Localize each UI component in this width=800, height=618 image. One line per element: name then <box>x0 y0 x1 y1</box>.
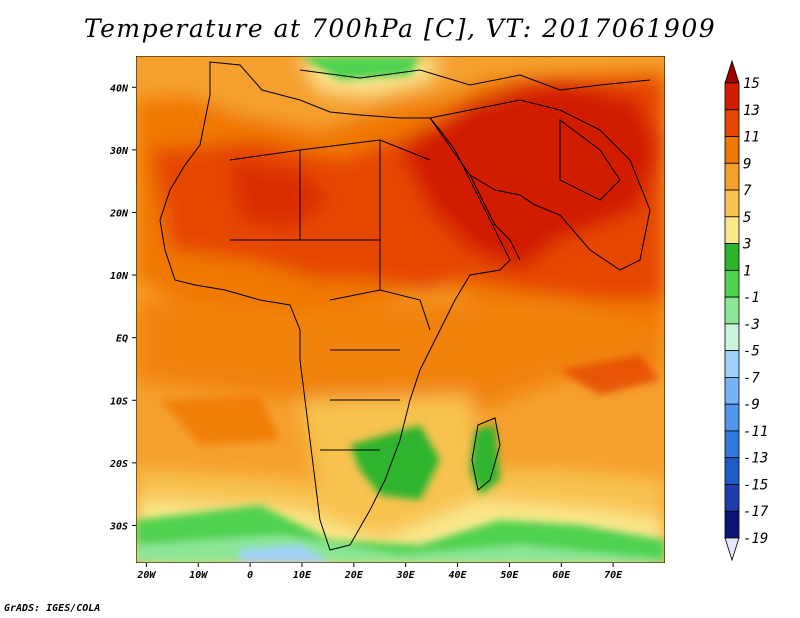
colorbar-label: -11 <box>743 424 768 440</box>
colorbar-label: -5 <box>743 344 760 360</box>
colorbar-box <box>724 430 740 459</box>
colorbar-label: -3 <box>743 317 760 333</box>
colorbar-label: -15 <box>743 477 768 493</box>
colorbar-box <box>724 82 740 111</box>
temperature-field <box>136 56 665 563</box>
lat-tick-label: 40N <box>110 83 129 94</box>
colorbar-box <box>724 350 740 378</box>
colorbar-label: 7 <box>743 183 752 199</box>
chart-title: Temperature at 700hPa [C], VT: 201706190… <box>83 14 717 43</box>
colorbar-box <box>724 162 740 191</box>
lat-tick-label: EQ <box>116 334 128 345</box>
colorbar-label: 13 <box>743 103 760 119</box>
colorbar-bottom-arrow <box>724 537 740 562</box>
axis-labels: 20W 10W 0 10E 20E 30E 40E 50E 60E 70E 40N 30N 20N 10N… <box>109 83 623 581</box>
lon-tick-label: 40E <box>449 570 468 581</box>
lon-tick-label: 10E <box>293 570 312 581</box>
colorbar-box <box>724 377 740 405</box>
colorbar-label: 15 <box>743 76 760 92</box>
colorbar-top-arrow <box>724 59 740 84</box>
colorbar-box <box>724 216 740 244</box>
lat-tick-label: 20S <box>109 459 128 470</box>
lat-tick-label: 20N <box>109 208 129 219</box>
lon-tick-label: 20E <box>344 570 364 581</box>
colorbar-label: -13 <box>743 451 768 467</box>
colorbar-label: 1 <box>743 263 751 279</box>
colorbar-box <box>724 109 740 137</box>
lon-tick-label: 10W <box>189 570 208 581</box>
colorbar-box <box>724 510 740 539</box>
colorbar-box <box>724 189 740 218</box>
colorbar-label: -9 <box>743 397 760 413</box>
colorbar-box <box>724 269 740 298</box>
colorbar-box <box>724 457 740 485</box>
lat-tick-label: 10N <box>110 271 129 282</box>
colorbar-box <box>724 296 740 325</box>
colorbar-box <box>724 484 740 512</box>
colorbar-label: 3 <box>742 237 751 253</box>
colorbar-label: -7 <box>743 370 760 386</box>
lat-tick-label: 30N <box>109 146 129 157</box>
colorbar-box <box>724 243 740 271</box>
lat-tick-label: 30S <box>109 521 128 532</box>
colorbar-box <box>724 136 740 164</box>
lon-tick-label: 70E <box>604 570 623 581</box>
colorbar-label: -19 <box>743 531 768 547</box>
coastlines <box>159 61 651 551</box>
colorbar-label: 9 <box>743 156 751 172</box>
colorbar-label: -17 <box>743 504 769 520</box>
lon-tick-label: 20W <box>136 570 156 581</box>
lon-tick-label: 50E <box>500 570 519 581</box>
colorbar-label: 5 <box>743 210 751 226</box>
grads-credit: GrADS: IGES/COLA <box>4 603 101 614</box>
colorbar-label: -1 <box>743 290 760 306</box>
lon-tick-label: 30E <box>396 570 416 581</box>
colorbar-label: 11 <box>743 130 760 146</box>
colorbar-box <box>724 403 740 432</box>
colorbar-box <box>724 323 740 352</box>
lon-tick-label: 60E <box>552 570 571 581</box>
lon-tick-label: 0 <box>247 570 253 581</box>
lat-tick-label: 10S <box>110 396 128 407</box>
